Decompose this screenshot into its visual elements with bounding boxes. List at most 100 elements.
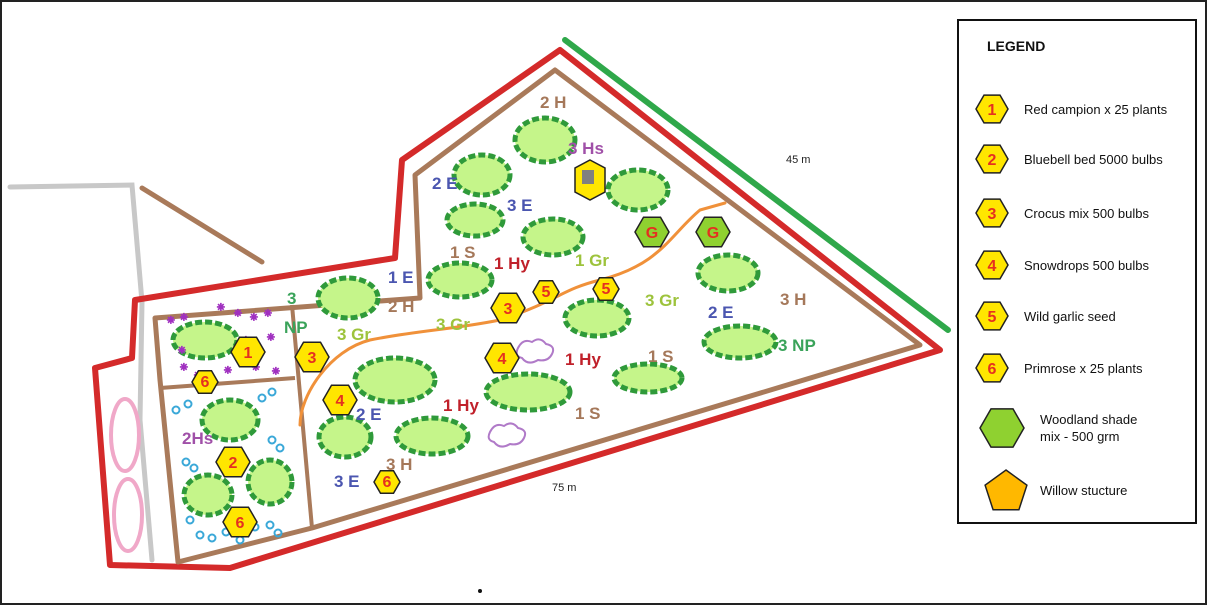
label-1gr: 1 Gr xyxy=(575,251,609,270)
legend-marker-number: 3 xyxy=(988,206,997,223)
marker-hexagon xyxy=(634,216,670,248)
legend-item-label: Primrose x 25 plants xyxy=(1024,361,1143,376)
bluebell-patch xyxy=(171,387,285,545)
legend-marker-icon xyxy=(975,94,1009,124)
legend-marker-icon xyxy=(975,144,1009,174)
purple-flower-icon: ⁕ xyxy=(178,309,190,325)
pond xyxy=(109,397,141,473)
willow-structure-marker xyxy=(574,159,606,201)
tree-group xyxy=(170,115,779,518)
legend-item-label: Bluebell bed 5000 bulbs xyxy=(1024,152,1163,167)
marker-number: 3 xyxy=(308,350,317,367)
bluebell-dot xyxy=(185,515,195,525)
legend: LEGEND 1 Red campion x 25 plants 2 Bluebell… xyxy=(957,19,1197,524)
tree-canopy xyxy=(425,260,495,300)
label-1s-mid: 1 S xyxy=(648,347,674,366)
marker-number: 5 xyxy=(602,281,611,298)
label-2e-top: 2 E xyxy=(432,174,458,193)
legend-item-label: Wild garlic seed xyxy=(1024,309,1116,324)
label-3np-left-b: NP xyxy=(284,318,308,337)
label-3h-right: 3 H xyxy=(780,290,806,309)
bluebell-dot xyxy=(273,528,283,538)
tree-canopy xyxy=(352,355,438,405)
purple-flower-icon: ⁕ xyxy=(232,305,244,321)
bluebell-dot xyxy=(171,405,181,415)
purple-flower-icon: ⁕ xyxy=(222,362,234,378)
bluebell-dot xyxy=(267,435,277,445)
marker-hexagon xyxy=(592,276,620,302)
label-1e: 1 E xyxy=(388,268,414,287)
tree-canopy xyxy=(444,201,506,239)
marker-number: G xyxy=(646,225,658,242)
marker-number: 6 xyxy=(236,515,245,532)
marker-hexagon xyxy=(294,341,330,373)
label-1hy-mid: 1 Hy xyxy=(565,350,601,369)
marker-number: 4 xyxy=(498,351,507,368)
purple-flower-icon: ⁕ xyxy=(270,363,282,379)
legend-title: LEGEND xyxy=(987,38,1045,54)
label-2h-top: 2 H xyxy=(540,93,566,112)
tree-canopy xyxy=(605,167,671,213)
area-labels: 2 H 3 Hs 2 E 3 E 1 S 1 Hy 1 Gr 1 E 2 H 3… xyxy=(182,93,816,491)
label-2h-mid: 2 H xyxy=(388,297,414,316)
purple-flower-icon: ⁕ xyxy=(262,305,274,321)
purple-flower-icon: ⁕ xyxy=(176,342,188,358)
marker-number: 6 xyxy=(201,374,210,391)
stray-dot xyxy=(478,589,482,593)
label-3np-right: 3 NP xyxy=(778,336,816,355)
tree-canopy xyxy=(393,415,471,457)
tree-canopy xyxy=(562,297,632,339)
marker-hexagon xyxy=(532,279,560,305)
label-3hs: 3 Hs xyxy=(568,139,604,158)
bluebell-dot xyxy=(267,387,277,397)
bluebell-dot xyxy=(265,520,275,530)
tree-canopy xyxy=(181,472,235,518)
label-3np-left-a: 3 xyxy=(287,289,296,308)
purple-flower-icon: ⁕ xyxy=(165,312,177,328)
legend-item-label: Snowdrops 500 bulbs xyxy=(1024,258,1150,273)
tree-canopy xyxy=(451,152,513,198)
bluebell-dot xyxy=(257,393,267,403)
marker-hexagon xyxy=(222,506,258,538)
purple-flower-icon: ⁕ xyxy=(248,309,260,325)
label-3e-low: 3 E xyxy=(334,472,360,491)
tree-canopy xyxy=(170,319,240,361)
label-1s-top: 1 S xyxy=(450,243,476,262)
brown-divider-horizontal xyxy=(159,376,296,390)
label-2e-low: 2 E xyxy=(356,405,382,424)
legend-marker-number: 1 xyxy=(988,102,997,119)
label-3gr-right: 3 Gr xyxy=(645,291,679,310)
green-hedge xyxy=(562,37,951,333)
legend-marker-number: 6 xyxy=(988,361,997,378)
purple-flower-icon: ⁕ xyxy=(178,359,190,375)
bluebell-dot xyxy=(195,530,205,540)
marker-number: G xyxy=(707,225,719,242)
label-3gr-left: 3 Gr xyxy=(337,325,371,344)
tree-canopy xyxy=(316,414,374,460)
marker-number: 5 xyxy=(542,284,551,301)
brown-track xyxy=(139,185,265,265)
tree-canopy xyxy=(245,457,295,507)
marker-hexagon xyxy=(490,292,526,324)
legend-item-label: Willow stucture xyxy=(1040,483,1127,498)
bluebell-dot xyxy=(189,463,199,473)
bluebell-dot xyxy=(181,457,191,467)
pond xyxy=(112,477,144,553)
legend-marker-number: 5 xyxy=(988,309,997,326)
label-3e-top: 3 E xyxy=(507,196,533,215)
legend-item-label: Red campion x 25 plants xyxy=(1024,102,1168,117)
legend-marker-icon xyxy=(975,198,1009,228)
marker-hexagon xyxy=(373,469,401,495)
dimension-top: 45 m xyxy=(786,154,810,166)
bluebell-dot xyxy=(235,535,245,545)
label-1s-low: 1 S xyxy=(575,404,601,423)
tree-canopy xyxy=(611,361,685,395)
marker-hexagon xyxy=(191,369,219,395)
tree-canopy xyxy=(695,252,761,294)
label-1hy-top: 1 Hy xyxy=(494,254,530,273)
woodland-shade-icon xyxy=(979,408,1025,448)
marker-number: 1 xyxy=(244,345,253,362)
marker-hexagon xyxy=(215,446,251,478)
